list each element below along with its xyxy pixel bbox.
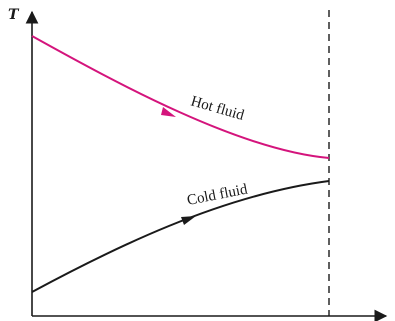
y-axis-label: T bbox=[8, 7, 20, 23]
cold-fluid-direction-arrow bbox=[181, 216, 196, 225]
hot-fluid-direction-arrow bbox=[161, 107, 176, 117]
cold-fluid-label: Cold fluid bbox=[186, 181, 250, 208]
cold-fluid-curve bbox=[31, 180, 330, 293]
hot-fluid-curve bbox=[31, 35, 330, 159]
